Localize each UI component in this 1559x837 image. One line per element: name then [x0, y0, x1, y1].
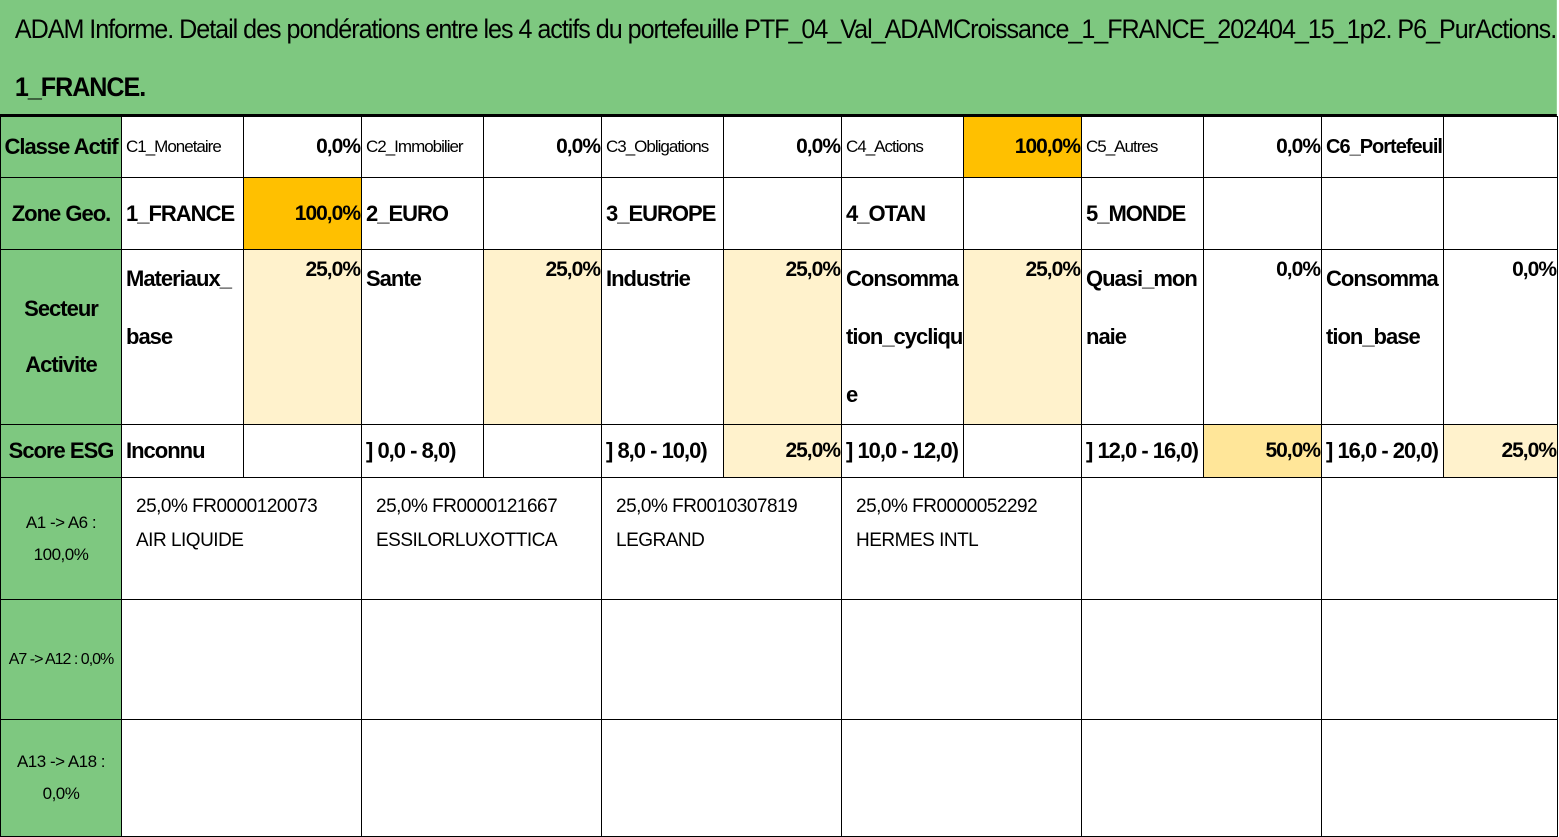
asset-cell-empty	[1081, 719, 1322, 837]
asset-cell-empty	[601, 719, 842, 837]
cell-label: Industrie	[601, 249, 724, 425]
cell-percent: 25,0%	[723, 424, 842, 478]
cell-percent: 25,0%	[1443, 424, 1558, 478]
asset-cell-empty	[361, 719, 602, 837]
report-title-line2: 1_FRANCE.	[14, 72, 146, 102]
cell-label: 2_EURO	[361, 177, 484, 250]
cell-label: ] 12,0 - 16,0)	[1081, 424, 1204, 478]
assets-group-label: A1 -> A6 : 100,0%	[0, 477, 122, 600]
asset-cell-empty	[841, 599, 1082, 720]
cell-label: 1_FRANCE	[121, 177, 244, 250]
row-secteur-activite: Secteur Activite Materiaux_base 25,0% Sa…	[0, 249, 1558, 425]
weights-table: Classe Actif C1_Monetaire 0,0% C2_Immobi…	[0, 116, 1558, 837]
asset-cell-empty	[1081, 599, 1322, 720]
asset-name: HERMES INTL	[856, 530, 979, 551]
row-header-secteur-activite: Secteur Activite	[0, 249, 122, 425]
asset-cell-empty	[841, 719, 1082, 837]
cell-label: C4_Actions	[841, 116, 964, 178]
cell-percent	[963, 177, 1082, 250]
assets-group-label-text: A13 -> A18 : 0,0%	[16, 752, 106, 803]
cell-label: C2_Immobilier	[361, 116, 484, 178]
asset-cell-empty	[121, 719, 362, 837]
asset-cell-empty	[361, 599, 602, 720]
cell-percent: 100,0%	[243, 177, 362, 250]
assets-group-label: A7 -> A12 : 0,0%	[0, 599, 122, 720]
asset-weight-isin: 25,0% FR0010307819	[616, 496, 798, 517]
cell-percent	[483, 177, 602, 250]
row-assets-a7-a12: A7 -> A12 : 0,0%	[0, 599, 1558, 720]
cell-percent: 0,0%	[1203, 249, 1322, 425]
cell-percent	[723, 177, 842, 250]
cell-label: C1_Monetaire	[121, 116, 244, 178]
row-header-score-esg: Score ESG	[0, 424, 122, 478]
cell-label: ] 0,0 - 8,0)	[361, 424, 484, 478]
asset-cell-empty	[601, 599, 842, 720]
cell-percent: 0,0%	[723, 116, 842, 178]
report-title: ADAM Informe. Detail des pondérations en…	[0, 0, 1557, 116]
asset-cell: 25,0% FR0000052292 HERMES INTL	[841, 477, 1082, 600]
cell-label: ] 16,0 - 20,0)	[1321, 424, 1444, 478]
row-classe-actif: Classe Actif C1_Monetaire 0,0% C2_Immobi…	[0, 116, 1558, 178]
asset-cell: 25,0% FR0000121667 ESSILORLUXOTTICA	[361, 477, 602, 600]
row-header-zone-geo: Zone Geo.	[0, 177, 122, 250]
asset-cell	[1321, 477, 1558, 600]
cell-percent	[243, 424, 362, 478]
cell-percent	[483, 424, 602, 478]
cell-label: Materiaux_base	[121, 249, 244, 425]
cell-percent: 100,0%	[963, 116, 1082, 178]
asset-weight-isin: 25,0% FR0000121667	[376, 496, 558, 517]
cell-label: Consommation_base	[1321, 249, 1444, 425]
assets-group-label-text: A1 -> A6 : 100,0%	[25, 512, 97, 564]
asset-cell: 25,0% FR0000120073 AIR LIQUIDE	[121, 477, 362, 600]
cell-percent	[1203, 177, 1322, 250]
cell-percent: 0,0%	[243, 116, 362, 178]
cell-percent: 0,0%	[483, 116, 602, 178]
row-header-text: Secteur Activite	[24, 296, 99, 377]
cell-percent: 25,0%	[483, 249, 602, 425]
cell-label: 3_EUROPE	[601, 177, 724, 250]
cell-label: Quasi_monnaie	[1081, 249, 1204, 425]
assets-group-label: A13 -> A18 : 0,0%	[0, 719, 122, 837]
asset-cell-empty	[121, 599, 362, 720]
cell-percent: 50,0%	[1203, 424, 1322, 478]
cell-percent	[1443, 116, 1558, 178]
asset-cell	[1081, 477, 1322, 600]
row-header-classe-actif: Classe Actif	[0, 116, 122, 178]
cell-label	[1321, 177, 1444, 250]
asset-name: LEGRAND	[616, 530, 705, 551]
cell-label: C6_Portefeuill	[1321, 116, 1444, 178]
cell-label: ] 8,0 - 10,0)	[601, 424, 724, 478]
row-score-esg: Score ESG Inconnu ] 0,0 - 8,0) ] 8,0 - 1…	[0, 424, 1558, 478]
asset-cell-empty	[1321, 599, 1558, 720]
row-assets-a1-a6: A1 -> A6 : 100,0% 25,0% FR0000120073 AIR…	[0, 477, 1558, 600]
cell-label: 4_OTAN	[841, 177, 964, 250]
row-assets-a13-a18: A13 -> A18 : 0,0%	[0, 719, 1558, 837]
cell-percent: 0,0%	[1443, 249, 1558, 425]
cell-label: Inconnu	[121, 424, 244, 478]
cell-label: 5_MONDE	[1081, 177, 1204, 250]
assets-group-label-text: A7 -> A12 : 0,0%	[8, 650, 115, 668]
cell-percent	[963, 424, 1082, 478]
asset-cell-empty	[1321, 719, 1558, 837]
cell-percent: 25,0%	[723, 249, 842, 425]
cell-percent: 0,0%	[1203, 116, 1322, 178]
asset-weight-isin: 25,0% FR0000052292	[856, 496, 1038, 517]
cell-label: C3_Obligations	[601, 116, 724, 178]
cell-label: Sante	[361, 249, 484, 425]
asset-name: ESSILORLUXOTTICA	[376, 530, 558, 551]
cell-label: ] 10,0 - 12,0)	[841, 424, 964, 478]
cell-label: C5_Autres	[1081, 116, 1204, 178]
cell-label: Consommation_cyclique	[841, 249, 964, 425]
cell-percent: 25,0%	[243, 249, 362, 425]
report-title-line1: ADAM Informe. Detail des pondérations en…	[14, 14, 1557, 44]
row-zone-geo: Zone Geo. 1_FRANCE 100,0% 2_EURO 3_EUROP…	[0, 177, 1558, 250]
cell-percent: 25,0%	[963, 249, 1082, 425]
cell-percent	[1443, 177, 1558, 250]
asset-cell: 25,0% FR0010307819 LEGRAND	[601, 477, 842, 600]
asset-name: AIR LIQUIDE	[136, 530, 244, 551]
asset-weight-isin: 25,0% FR0000120073	[136, 496, 318, 517]
